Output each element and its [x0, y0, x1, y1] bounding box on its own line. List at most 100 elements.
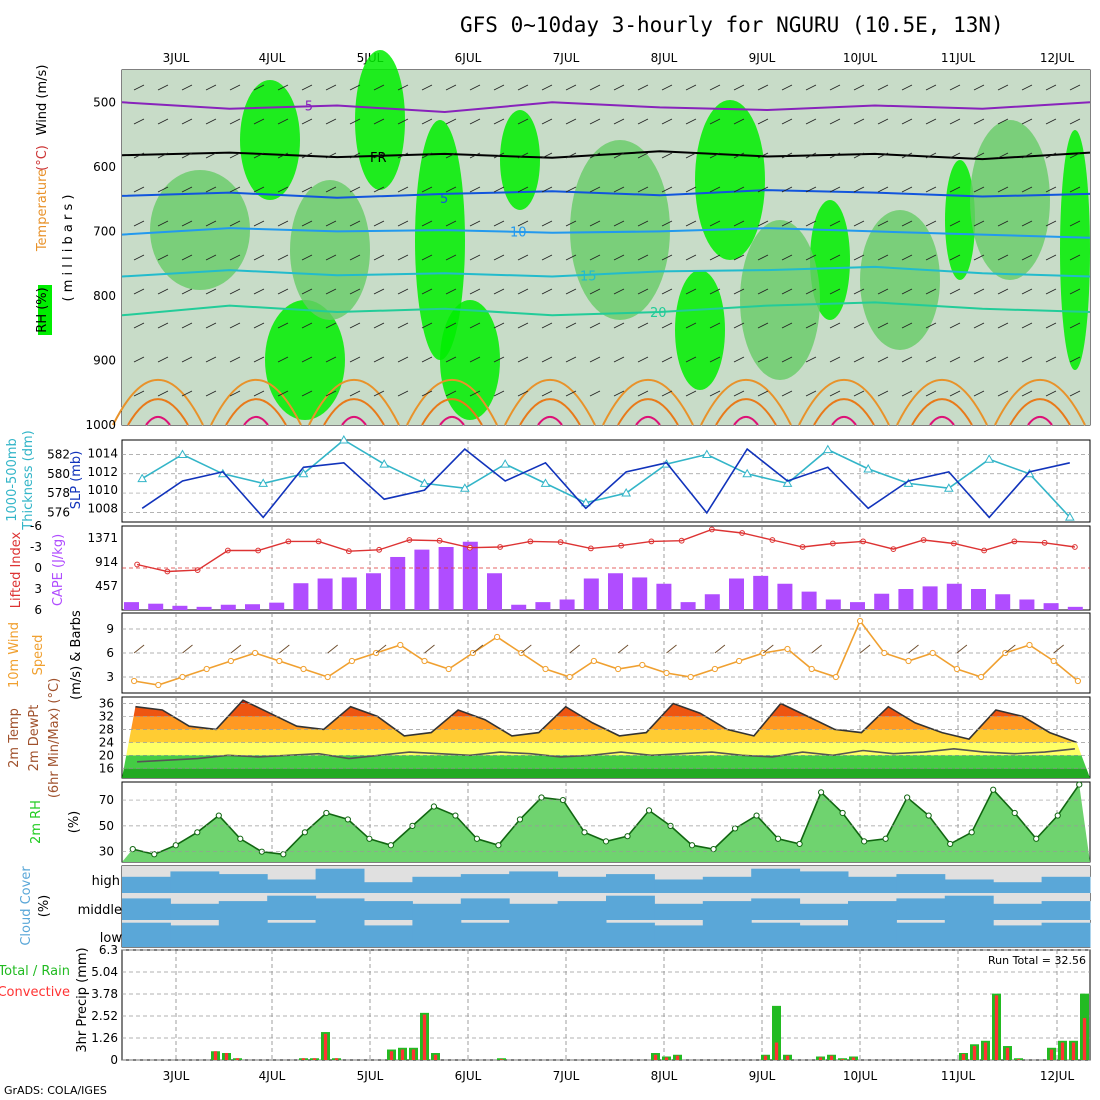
ylabel-temperature: Temperature: [35, 169, 50, 252]
wind-barb: [181, 118, 193, 125]
wind-barb: [445, 356, 457, 363]
ylabel-lifted-index: Lifted Index: [9, 531, 24, 608]
precip-conv-bar: [664, 1057, 669, 1060]
temp-contour-35: [813, 398, 875, 426]
wind-barb: [1021, 390, 1033, 397]
wind-barb: [805, 118, 817, 125]
wind-barb: [877, 254, 889, 261]
wind10m-point: [300, 665, 307, 673]
wind-barb: [685, 118, 697, 125]
ytick-thickness: 578: [47, 486, 70, 500]
wind-barb: [277, 390, 289, 397]
cape-bar: [293, 583, 309, 610]
wind-barb: [133, 288, 145, 295]
cloud-bar-high: [654, 879, 704, 893]
wind-barb: [949, 152, 961, 159]
rh2m-point: [925, 812, 932, 819]
temp-band: [122, 768, 1090, 778]
wind-barb: [637, 220, 649, 227]
thickness-point: [782, 478, 793, 487]
run-total: Run Total = 32.56: [988, 954, 1086, 967]
cape-bar: [245, 604, 261, 610]
wind-barb: [997, 356, 1009, 363]
temp-contour-label: 20: [650, 306, 667, 321]
wind-barb: [229, 152, 241, 159]
wind-barb: [253, 152, 265, 159]
wind-barb: [805, 254, 817, 261]
wind-barb: [589, 152, 601, 159]
wind-barb: [541, 322, 553, 329]
wind-barb: [781, 390, 793, 397]
wind-barb: [973, 84, 985, 91]
wind-barb: [373, 84, 385, 91]
rh-blob: [500, 110, 540, 210]
wind-barb: [421, 288, 433, 295]
wind-barb: [757, 322, 769, 329]
wind-barb: [757, 186, 769, 193]
wind-barb: [397, 322, 409, 329]
wind10m-point: [832, 673, 840, 681]
cape-bar: [777, 583, 793, 610]
cloud-bar-middle: [315, 898, 365, 920]
cloud-bar-high: [896, 874, 946, 893]
wind-barb: [493, 390, 505, 397]
wind-barb: [229, 390, 241, 397]
wind-barb: [1069, 84, 1081, 91]
precip-conv-bar: [1060, 1042, 1065, 1060]
wind-barb: [325, 84, 337, 91]
wind-barb: [853, 118, 865, 125]
wind-barb: [589, 356, 601, 363]
wind-barb: [1021, 84, 1033, 91]
cape-bar: [1043, 603, 1059, 610]
cape-bar: [898, 589, 914, 610]
date-label-bottom: 7JUL: [553, 1069, 580, 1083]
cloud-bar-high: [751, 868, 801, 893]
wind-barb: [805, 288, 817, 295]
wind-barb: [685, 220, 697, 227]
wind-barb: [949, 288, 961, 295]
thickness-point: [137, 473, 148, 483]
wind-barb: [157, 152, 169, 159]
cloud-bar-low: [896, 922, 946, 947]
wind-barb: [1045, 152, 1057, 159]
wind-barb: [229, 254, 241, 261]
precip-conv-bar: [1005, 1047, 1010, 1060]
cape-bar: [704, 594, 720, 610]
temp-band: [122, 700, 1090, 704]
rh2m-point: [172, 842, 179, 849]
wind-barb: [277, 84, 289, 91]
precip-conv-bar: [400, 1049, 405, 1060]
wind-barb: [373, 288, 385, 295]
rh-blob-mid: [740, 220, 820, 380]
cape-bar: [632, 577, 648, 610]
wind10m-barb: [182, 644, 193, 654]
wind10m-point: [663, 669, 670, 677]
wind-barb: [397, 220, 409, 227]
wind-barb: [781, 118, 793, 125]
wind-barb: [1045, 186, 1057, 193]
wind-barb: [277, 356, 289, 363]
wind-barb: [925, 118, 937, 125]
wind10m-line: [133, 619, 1079, 686]
wind-barb: [493, 254, 505, 261]
precip-conv-bar: [983, 1042, 988, 1060]
temp-band: [122, 716, 1090, 730]
ylabel-temperature-unit: (°C): [35, 145, 50, 171]
wind-barb: [229, 322, 241, 329]
wind10m-point: [131, 677, 138, 685]
rh2m-point: [194, 829, 201, 836]
wind-barb: [541, 118, 553, 125]
rh-blob-mid: [290, 180, 370, 320]
wind10m-barb: [811, 644, 822, 654]
precip-conv-bar: [829, 1055, 834, 1060]
wind-barb: [853, 322, 865, 329]
wind-barb: [325, 118, 337, 125]
li-line: [136, 528, 1075, 573]
wind-barb: [517, 186, 529, 193]
cloud-bar-high: [944, 879, 994, 893]
ytick-pressure: 900: [93, 353, 116, 367]
cloud-bar-high: [364, 882, 413, 893]
ytick-temp: 28: [99, 722, 114, 736]
precip-conv-bar: [653, 1054, 658, 1060]
wind-barb: [613, 288, 625, 295]
